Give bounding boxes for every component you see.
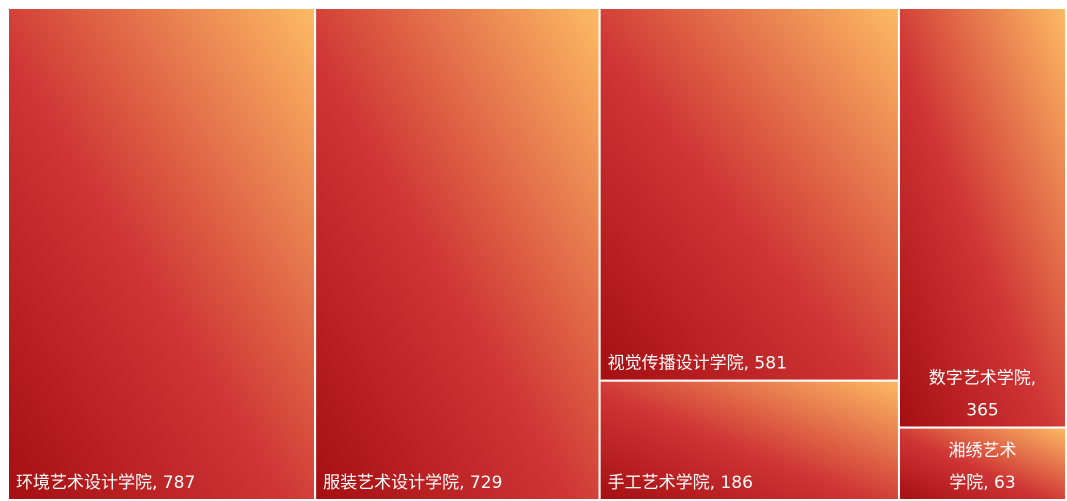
- treemap-cell-shuzi[interactable]: 数字艺术学院, 365: [897, 7, 1067, 429]
- treemap-rect-shuzi[interactable]: [897, 7, 1067, 429]
- treemap-rect-shougong[interactable]: [598, 379, 900, 501]
- treemap-rect-fuzhuang[interactable]: [314, 7, 601, 501]
- treemap-cell-xiangxiu[interactable]: 湘绣艺术学院, 63: [897, 426, 1067, 501]
- treemap-label-shougong: 手工艺术学院, 186: [608, 473, 753, 493]
- treemap-rect-shijue[interactable]: [598, 7, 900, 382]
- treemap-cell-shijue[interactable]: 视觉传播设计学院, 581: [598, 7, 900, 382]
- treemap-cell-fuzhuang[interactable]: 服装艺术设计学院, 729: [314, 7, 601, 501]
- treemap-cell-huanjing[interactable]: 环境艺术设计学院, 787: [7, 7, 317, 501]
- treemap-label-shuzi: 数字艺术学院, 365: [929, 369, 1036, 421]
- treemap-label-huanjing: 环境艺术设计学院, 787: [16, 473, 195, 493]
- treemap-cell-shougong[interactable]: 手工艺术学院, 186: [598, 379, 900, 501]
- treemap-label-fuzhuang: 服装艺术设计学院, 729: [323, 473, 502, 493]
- treemap-label-xiangxiu: 湘绣艺术学院, 63: [948, 441, 1016, 493]
- treemap-cells: 环境艺术设计学院, 787 服装艺术设计学院, 729 视觉传播设计学院, 581 手…: [7, 7, 1067, 501]
- treemap-rect-huanjing[interactable]: [7, 7, 317, 501]
- treemap-rect-xiangxiu[interactable]: [897, 426, 1067, 501]
- treemap-label-shijue: 视觉传播设计学院, 581: [608, 354, 787, 374]
